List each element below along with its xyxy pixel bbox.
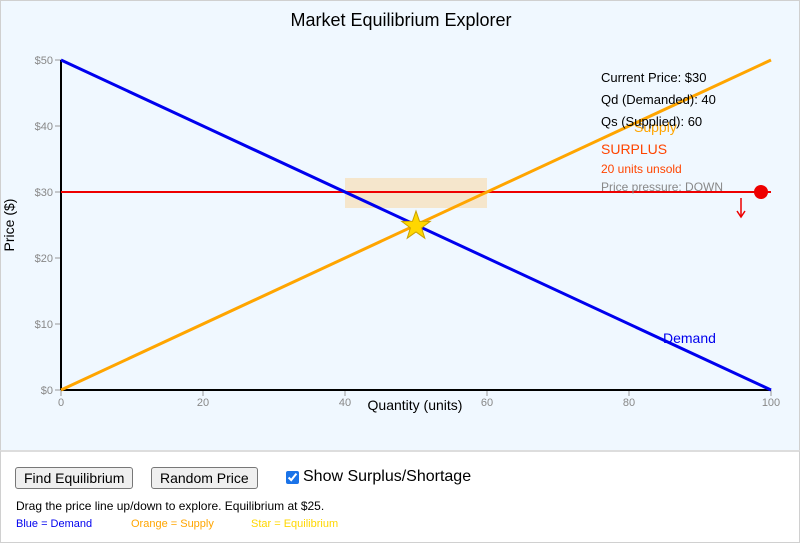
price-pressure-down-arrow-icon <box>736 198 746 219</box>
quantity-demanded-text: Qd (Demanded): 40 <box>601 92 716 107</box>
find-equilibrium-button[interactable]: Find Equilibrium <box>15 467 134 489</box>
demand-label: Demand <box>663 330 716 346</box>
x-tick-label: 40 <box>339 397 351 409</box>
show-surplus-toggle[interactable]: Show Surplus/Shortage <box>286 468 471 486</box>
x-tick-label: 60 <box>481 397 493 409</box>
y-tick-label: $10 <box>35 319 53 331</box>
controls-panel: Find Equilibrium Random Price Show Surpl… <box>0 450 800 543</box>
surplus-units-text: 20 units unsold <box>601 162 682 176</box>
y-tick-label: $30 <box>35 187 53 199</box>
supply-label: Supply <box>634 119 677 135</box>
x-axis-label: Quantity (units) <box>368 397 463 413</box>
market-status-text: SURPLUS <box>601 141 667 157</box>
price-drag-handle[interactable] <box>754 185 768 199</box>
x-tick-label: 20 <box>197 397 209 409</box>
y-tick-label: $50 <box>35 55 53 67</box>
y-tick-label: $40 <box>35 121 53 133</box>
show-surplus-label: Show Surplus/Shortage <box>303 468 472 485</box>
random-price-button[interactable]: Random Price <box>151 467 258 489</box>
price-pressure-text: Price pressure: DOWN <box>601 180 723 194</box>
y-tick-label: $20 <box>35 253 53 265</box>
legend-supply: Orange = Supply <box>131 518 214 530</box>
instruction-text: Drag the price line up/down to explore. … <box>16 499 325 513</box>
equilibrium-star-icon <box>400 209 432 240</box>
x-tick-label: 0 <box>58 397 64 409</box>
y-axis-ticks: $0 $10 $20 $30 $40 $50 <box>35 55 61 397</box>
info-panel: Current Price: $30 Qd (Demanded): 40 Qs … <box>601 70 723 194</box>
x-tick-label: 80 <box>623 397 635 409</box>
x-tick-label: 100 <box>762 397 780 409</box>
y-tick-label: $0 <box>41 385 53 397</box>
show-surplus-checkbox[interactable] <box>286 470 299 484</box>
chart-title: Market Equilibrium Explorer <box>290 10 511 30</box>
chart-canvas[interactable]: Market Equilibrium Explorer $0 $10 $20 $… <box>0 0 800 451</box>
legend-demand: Blue = Demand <box>16 518 93 530</box>
legend-equilibrium: Star = Equilibrium <box>251 518 339 530</box>
current-price-text: Current Price: $30 <box>601 70 707 85</box>
chart-svg: Market Equilibrium Explorer $0 $10 $20 $… <box>1 10 780 413</box>
y-axis-label: Price ($) <box>1 199 17 252</box>
quantity-supplied-text: Qs (Supplied): 60 <box>601 114 702 129</box>
